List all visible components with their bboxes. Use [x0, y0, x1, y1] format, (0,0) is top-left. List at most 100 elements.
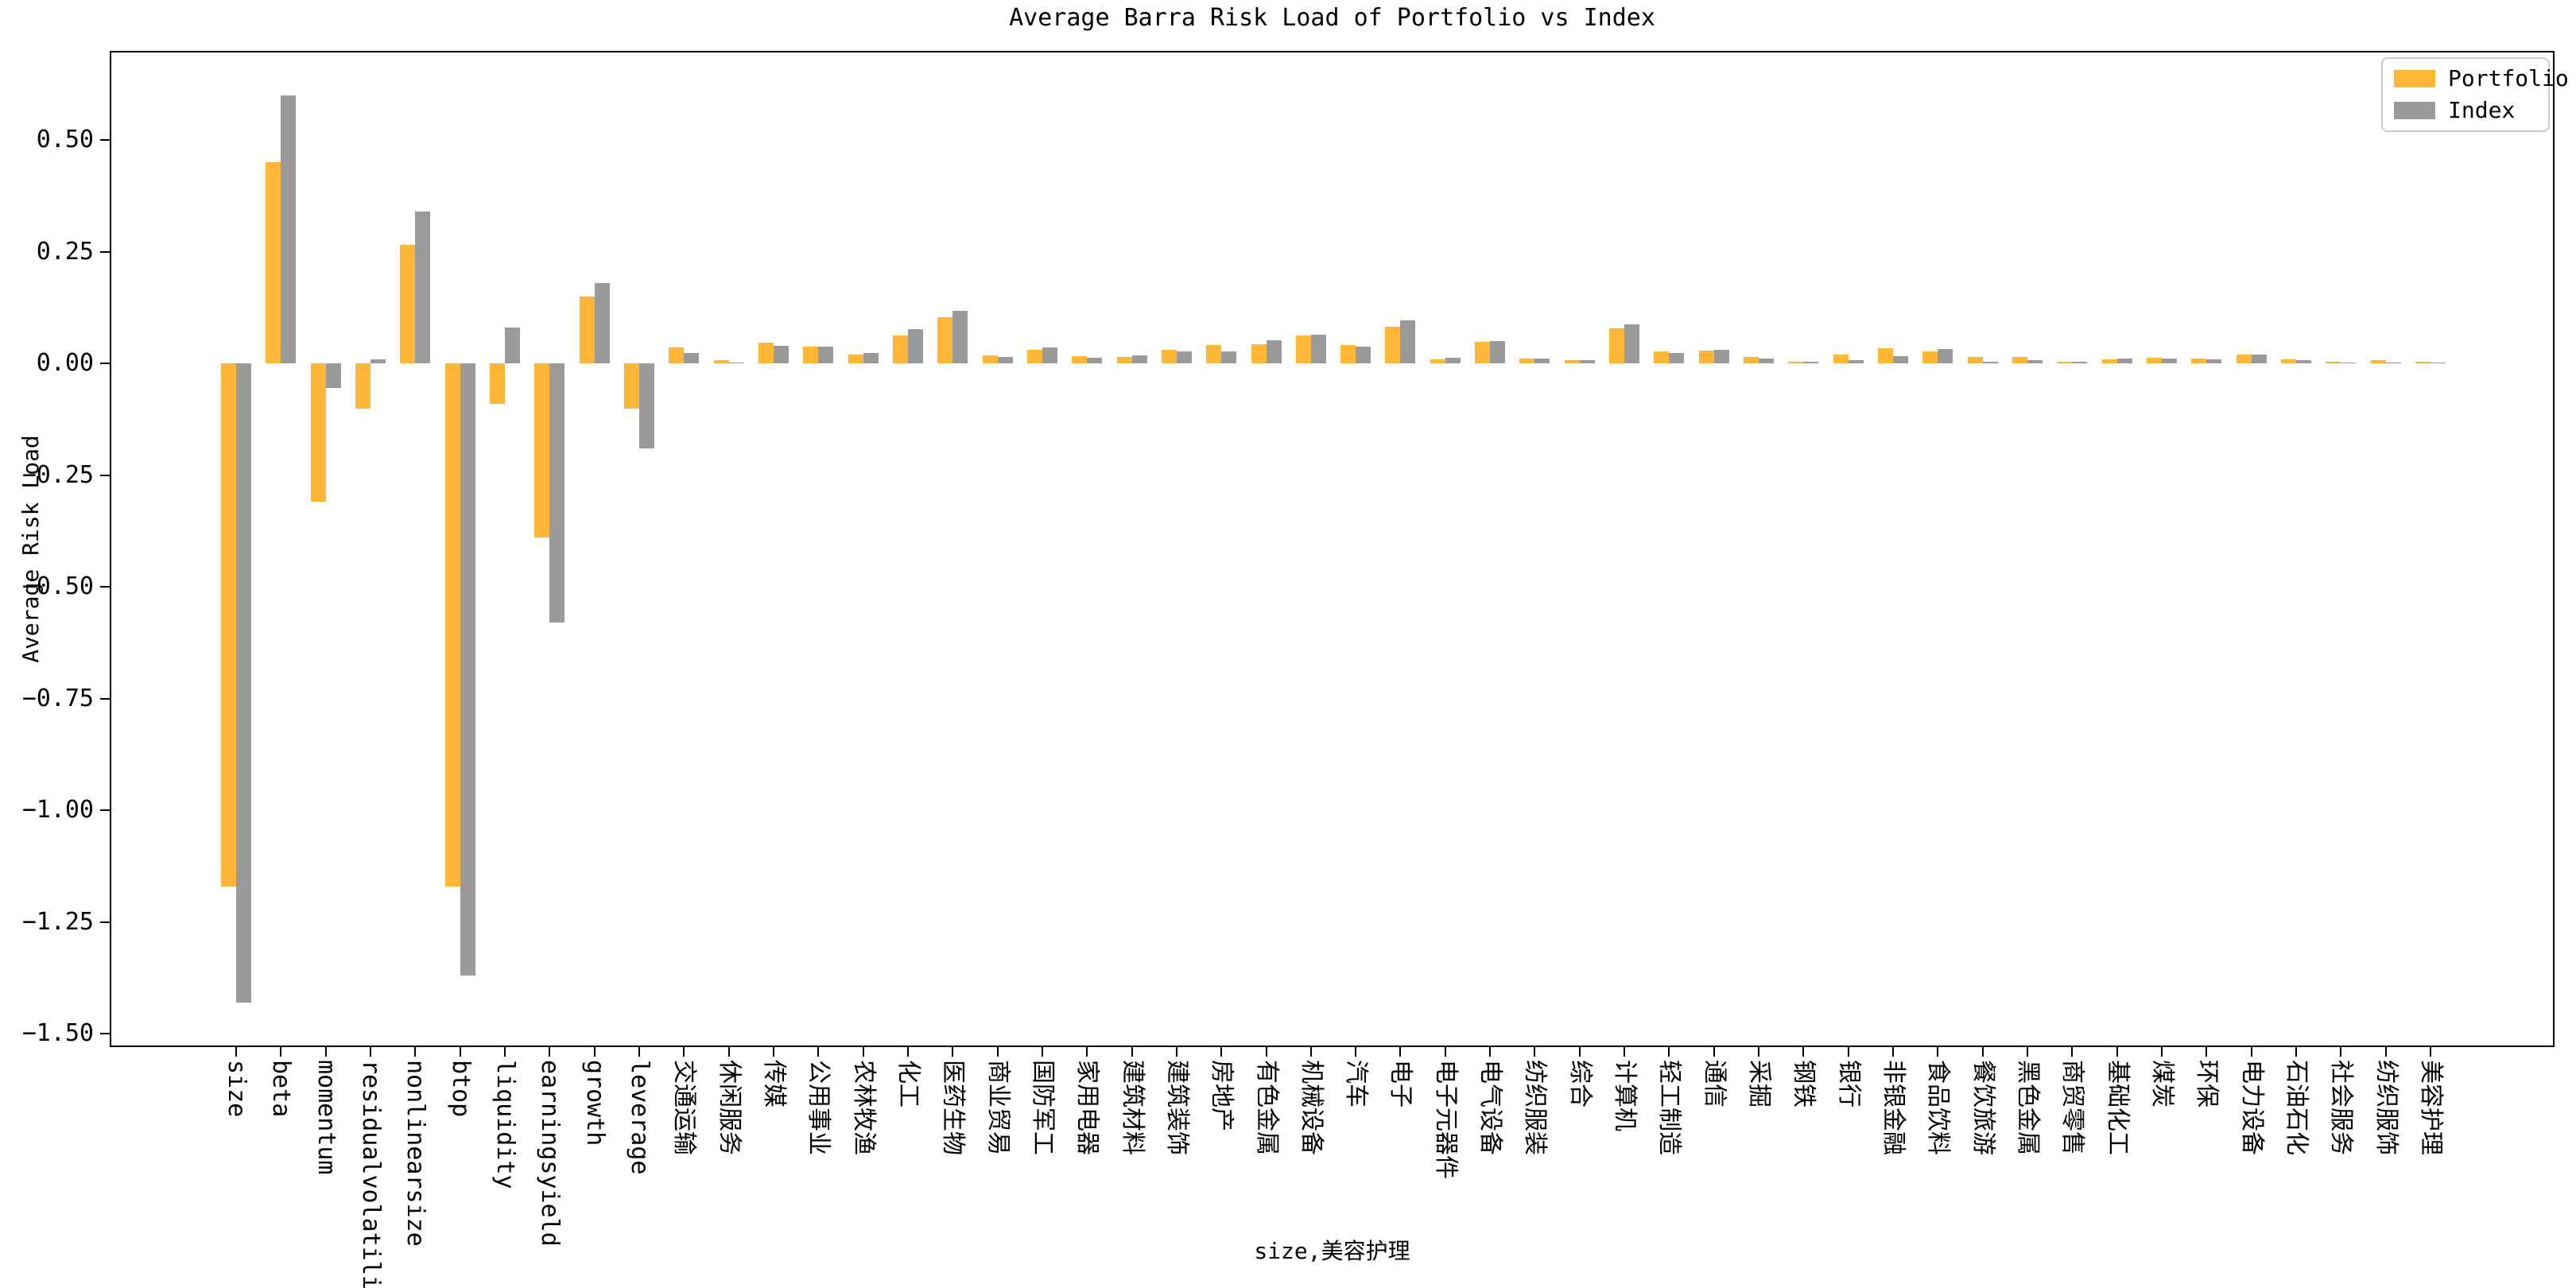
x-tick-mark: [2071, 1047, 2074, 1057]
x-tick-label: 机械设备: [1297, 1060, 1325, 1155]
y-tick-mark: [100, 250, 110, 253]
x-tick-mark: [1220, 1047, 1223, 1057]
x-tick-label: 非银金融: [1880, 1060, 1908, 1155]
x-tick-mark: [549, 1047, 551, 1057]
x-tick-label: 轻工制造: [1655, 1060, 1684, 1155]
x-tick-label: 纺织服装: [1521, 1060, 1550, 1155]
x-tick-label: 建筑装饰: [1162, 1060, 1191, 1155]
x-tick-label: 国防军工: [1028, 1060, 1057, 1155]
x-tick-label: 有色金属: [1252, 1060, 1281, 1155]
x-tick-mark: [1265, 1047, 1267, 1057]
x-tick-mark: [503, 1047, 506, 1057]
x-tick-mark: [772, 1047, 774, 1057]
x-tick-label: 交通运输: [670, 1060, 699, 1155]
x-tick-label: 通信: [1700, 1060, 1728, 1108]
x-tick-mark: [1668, 1047, 1670, 1057]
x-tick-mark: [906, 1047, 909, 1057]
x-tick-label: 社会服务: [2327, 1060, 2356, 1155]
legend-row-portfolio: Portfolio: [2394, 67, 2569, 91]
x-tick-mark: [1131, 1047, 1133, 1057]
x-tick-mark: [1175, 1047, 1177, 1057]
y-tick-mark: [100, 474, 110, 476]
x-tick-label: 电力设备: [2237, 1060, 2266, 1155]
x-tick-mark: [1355, 1047, 1357, 1057]
x-tick-mark: [1847, 1047, 1849, 1057]
x-tick-label: 商业贸易: [983, 1060, 1012, 1155]
x-tick-label: 煤炭: [2148, 1060, 2177, 1108]
legend-label-portfolio: Portfolio: [2448, 65, 2569, 91]
x-tick-label: 汽车: [1342, 1060, 1371, 1108]
x-tick-label: liquidity: [491, 1060, 519, 1189]
x-tick-label: 农林牧渔: [849, 1060, 878, 1155]
x-tick-label: 食品饮料: [1924, 1060, 1953, 1155]
x-tick-label: 化工: [894, 1060, 922, 1108]
x-tick-label: 银行: [1834, 1060, 1863, 1108]
x-tick-mark: [1713, 1047, 1715, 1057]
legend-swatch-index: [2394, 102, 2435, 119]
x-tick-mark: [235, 1047, 237, 1057]
x-tick-label: leverage: [625, 1060, 654, 1175]
x-tick-label: 计算机: [1611, 1060, 1639, 1131]
x-tick-label: 传媒: [759, 1060, 788, 1108]
x-tick-mark: [1758, 1047, 1760, 1057]
x-tick-label: 公用事业: [805, 1060, 833, 1155]
x-tick-label: 商贸零售: [2058, 1060, 2087, 1155]
x-tick-mark: [324, 1047, 327, 1057]
x-tick-mark: [280, 1047, 282, 1057]
x-tick-mark: [1534, 1047, 1536, 1057]
x-tick-mark: [593, 1047, 596, 1057]
x-tick-mark: [727, 1047, 730, 1057]
x-tick-mark: [2250, 1047, 2252, 1057]
x-tick-mark: [369, 1047, 371, 1057]
x-tick-label: 综合: [1565, 1060, 1594, 1108]
x-tick-mark: [638, 1047, 640, 1057]
y-tick-mark: [100, 697, 110, 700]
plot-area: [110, 51, 2555, 1047]
x-tick-mark: [1086, 1047, 1088, 1057]
x-tick-mark: [2295, 1047, 2298, 1057]
y-axis-label: Average Risk Load: [17, 435, 44, 663]
x-tick-mark: [1041, 1047, 1043, 1057]
x-tick-mark: [1981, 1047, 1984, 1057]
x-tick-mark: [2206, 1047, 2208, 1057]
x-tick-label: 电子元器件: [1431, 1060, 1460, 1179]
legend-label-index: Index: [2448, 97, 2516, 123]
y-tick-mark: [100, 1033, 110, 1035]
x-tick-label: btop: [446, 1060, 475, 1118]
x-tick-mark: [459, 1047, 461, 1057]
x-tick-label: 休闲服务: [715, 1060, 743, 1155]
x-tick-mark: [996, 1047, 999, 1057]
y-tick-mark: [100, 586, 110, 588]
x-tick-label: 电气设备: [1476, 1060, 1505, 1155]
x-tick-mark: [2340, 1047, 2342, 1057]
x-tick-label: 基础化工: [2103, 1060, 2132, 1155]
x-tick-label: 电子: [1387, 1060, 1415, 1108]
x-tick-label: growth: [580, 1060, 609, 1146]
x-tick-label: 家用电器: [1073, 1060, 1102, 1155]
x-tick-mark: [862, 1047, 864, 1057]
legend-swatch-portfolio: [2394, 70, 2435, 87]
x-tick-mark: [683, 1047, 685, 1057]
x-axis-label: size,美容护理: [1254, 1238, 1410, 1264]
x-tick-label: nonlinearsize: [402, 1060, 430, 1247]
legend: Portfolio Index: [2381, 57, 2569, 132]
x-tick-mark: [1489, 1047, 1492, 1057]
x-tick-mark: [2161, 1047, 2163, 1057]
x-tick-mark: [1309, 1047, 1312, 1057]
x-tick-mark: [1892, 1047, 1895, 1057]
x-tick-mark: [2116, 1047, 2118, 1057]
x-tick-label: 采掘: [1745, 1060, 1774, 1108]
x-tick-mark: [1802, 1047, 1805, 1057]
x-tick-label: 房地产: [1208, 1060, 1236, 1131]
y-tick-mark: [100, 921, 110, 923]
x-tick-label: 环保: [2193, 1060, 2221, 1108]
x-tick-mark: [1444, 1047, 1446, 1057]
x-tick-mark: [414, 1047, 417, 1057]
x-tick-label: momentum: [312, 1060, 340, 1175]
y-tick-mark: [100, 363, 110, 365]
x-tick-label: beta: [267, 1060, 296, 1118]
x-tick-label: 石油石化: [2283, 1060, 2311, 1155]
x-tick-mark: [2027, 1047, 2029, 1057]
x-tick-mark: [817, 1047, 820, 1057]
